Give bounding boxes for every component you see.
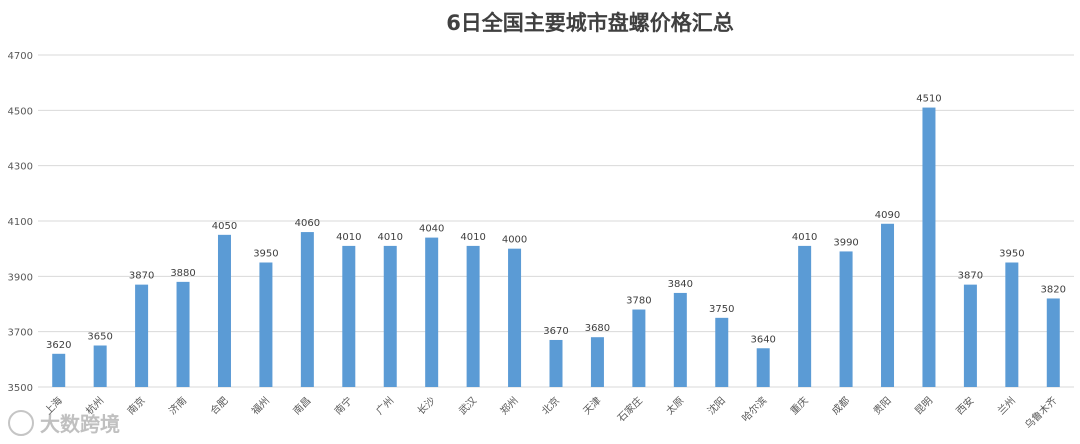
bar xyxy=(135,284,149,387)
data-label: 3640 xyxy=(750,334,775,345)
x-tick-label: 昆明 xyxy=(912,395,935,418)
data-label: 3670 xyxy=(543,326,568,337)
bar xyxy=(922,107,936,388)
chart-title: 6日全国主要城市盘螺价格汇总 xyxy=(446,11,734,35)
x-tick-label: 南宁 xyxy=(332,394,355,417)
data-label: 3990 xyxy=(833,237,858,248)
bar xyxy=(300,232,314,387)
y-tick-label: 3900 xyxy=(8,272,33,283)
x-tick-label: 北京 xyxy=(539,394,562,417)
x-tick-label: 沈阳 xyxy=(705,394,728,417)
bar xyxy=(508,248,522,387)
gridlines xyxy=(38,54,1074,388)
bar xyxy=(549,339,563,387)
bar xyxy=(52,353,66,387)
x-tick-label: 杭州 xyxy=(83,394,106,417)
y-tick-label: 4500 xyxy=(8,106,33,117)
bar xyxy=(632,309,646,387)
data-label: 4010 xyxy=(460,232,485,243)
data-label: 3780 xyxy=(626,296,651,307)
bar xyxy=(798,245,812,387)
x-tick-label: 兰州 xyxy=(995,394,1018,417)
bar xyxy=(342,245,356,387)
data-label: 3950 xyxy=(253,249,278,260)
bar xyxy=(839,251,853,387)
bar xyxy=(425,237,439,387)
x-tick-label: 广州 xyxy=(374,395,397,418)
data-label: 4010 xyxy=(336,232,361,243)
y-axis-ticks: 3500 3700 3900 4100 4300 4500 4700 xyxy=(8,51,33,394)
data-label: 3840 xyxy=(668,279,693,290)
x-tick-label: 成都 xyxy=(830,395,853,418)
x-tick-label: 重庆 xyxy=(787,394,810,417)
data-label: 4000 xyxy=(502,235,527,246)
y-tick-label: 3700 xyxy=(8,328,33,339)
x-tick-label: 长沙 xyxy=(415,395,438,418)
data-label: 3680 xyxy=(585,323,610,334)
y-tick-label: 3500 xyxy=(8,383,33,394)
bar xyxy=(673,292,687,387)
x-axis-ticks: 上海 杭州 南京 济南 合肥 福州 南昌 南宁 广州 长沙 武汉 郑州 北京 天津 石家庄 太原 沈阳 哈尔滨 重庆… xyxy=(42,394,1060,431)
bar xyxy=(881,223,895,387)
x-tick-label: 济南 xyxy=(166,394,189,417)
x-tick-label: 乌鲁木齐 xyxy=(1022,394,1059,431)
data-label: 4040 xyxy=(419,224,444,235)
data-label: 3650 xyxy=(87,332,112,343)
x-tick-label: 西安 xyxy=(953,394,976,417)
bar xyxy=(1046,298,1060,387)
data-label: 4090 xyxy=(875,210,900,221)
bar xyxy=(756,348,770,387)
data-label: 3820 xyxy=(1041,284,1066,295)
bars xyxy=(52,107,1060,388)
data-label: 4010 xyxy=(378,232,403,243)
data-labels: 3620 3650 3870 3880 4050 3950 4060 4010 4010 4040… xyxy=(46,94,1066,351)
bar xyxy=(715,317,729,387)
data-label: 3620 xyxy=(46,340,71,351)
bar xyxy=(383,245,397,387)
x-tick-label: 福州 xyxy=(249,394,272,417)
x-tick-label: 合肥 xyxy=(207,394,230,417)
data-label: 3870 xyxy=(129,271,154,282)
bar xyxy=(259,262,273,387)
y-tick-label: 4300 xyxy=(8,162,33,173)
bar xyxy=(176,281,190,387)
data-label: 4010 xyxy=(792,232,817,243)
data-label: 3950 xyxy=(999,249,1024,260)
bar xyxy=(466,245,480,387)
bar xyxy=(590,337,604,387)
y-tick-label: 4100 xyxy=(8,217,33,228)
x-tick-label: 石家庄 xyxy=(615,394,645,424)
data-label: 3750 xyxy=(709,304,734,315)
bar xyxy=(93,345,107,387)
y-tick-label: 4700 xyxy=(8,51,33,62)
x-tick-label: 郑州 xyxy=(497,394,520,417)
x-tick-label: 武汉 xyxy=(456,394,479,417)
x-tick-label: 上海 xyxy=(42,394,65,417)
bar xyxy=(217,234,231,387)
x-tick-label: 贵阳 xyxy=(870,394,893,417)
x-tick-label: 天津 xyxy=(581,395,604,418)
data-label: 3880 xyxy=(170,268,195,279)
data-label: 3870 xyxy=(958,271,983,282)
data-label: 4050 xyxy=(212,221,237,232)
bar xyxy=(1005,262,1019,387)
x-tick-label: 太原 xyxy=(663,394,686,417)
x-tick-label: 哈尔滨 xyxy=(739,394,769,424)
data-label: 4060 xyxy=(295,218,320,229)
x-tick-label: 南昌 xyxy=(290,394,313,417)
data-label: 4510 xyxy=(916,94,941,105)
x-tick-label: 南京 xyxy=(124,394,147,417)
bar xyxy=(963,284,977,387)
